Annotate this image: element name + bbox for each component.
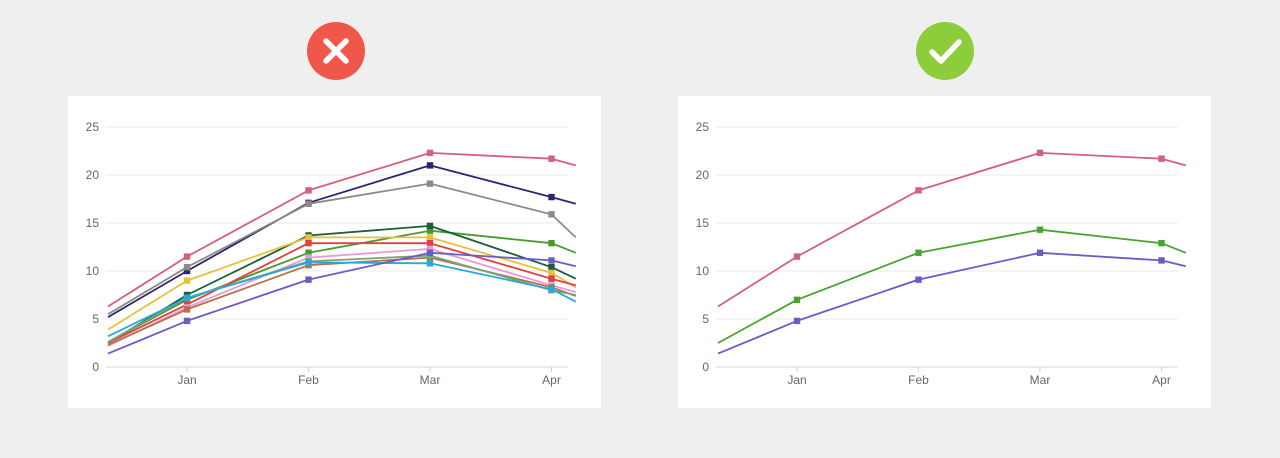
y-tick-label: 25 (696, 120, 710, 134)
data-point (1036, 149, 1044, 157)
data-point (426, 249, 434, 256)
x-tick-label: Feb (908, 373, 929, 387)
series-line (107, 152, 577, 308)
series-line (107, 247, 577, 347)
data-point (183, 267, 191, 275)
data-point (183, 306, 191, 313)
data-point (305, 259, 312, 266)
y-tick-label: 5 (92, 312, 99, 326)
data-point (548, 193, 555, 201)
data-point (548, 211, 555, 218)
data-point (548, 275, 555, 282)
data-point (426, 149, 434, 157)
data-point (548, 155, 555, 162)
series-line (107, 182, 577, 315)
data-point (915, 249, 922, 256)
data-point (1036, 249, 1044, 256)
data-point (305, 200, 312, 207)
data-point (305, 234, 312, 241)
data-point (793, 317, 801, 325)
data-point (1036, 226, 1044, 233)
series-line (107, 256, 577, 346)
data-point (305, 239, 312, 247)
series-line (107, 236, 577, 331)
data-point (305, 276, 312, 283)
data-point (915, 187, 922, 194)
check-icon (916, 22, 974, 80)
data-point (426, 180, 434, 187)
data-point (426, 245, 434, 253)
data-point (793, 296, 801, 303)
data-point (548, 263, 555, 271)
y-tick-label: 20 (86, 168, 100, 182)
y-tick-label: 25 (86, 120, 100, 134)
x-tick-label: Mar (1030, 373, 1051, 387)
data-point (1158, 257, 1165, 264)
data-point (426, 239, 434, 247)
data-point (426, 222, 434, 230)
x-tick-label: Mar (420, 373, 441, 387)
clean-chart-panel: 0 5 10 15 20 25 Jan Feb Mar Apr (678, 96, 1211, 408)
y-tick-label: 10 (86, 264, 100, 278)
y-tick-label: 10 (696, 264, 710, 278)
data-point (183, 317, 191, 325)
x-tick-label: Apr (1152, 373, 1171, 387)
y-tick-label: 0 (702, 360, 709, 374)
data-point (305, 254, 312, 261)
series-line (717, 251, 1187, 355)
series-line (717, 228, 1187, 344)
x-tick-label: Apr (542, 373, 561, 387)
data-point (183, 294, 191, 302)
data-point (426, 260, 434, 267)
data-point (793, 253, 801, 260)
y-tick-label: 5 (702, 312, 709, 326)
data-point (548, 269, 555, 277)
x-tick-label: Feb (298, 373, 319, 387)
x-tick-label: Jan (177, 373, 196, 387)
series-line (717, 152, 1187, 308)
data-point (305, 249, 312, 256)
series-line (107, 242, 577, 344)
data-point (426, 162, 434, 169)
y-tick-label: 0 (92, 360, 99, 374)
y-tick-label: 15 (86, 216, 100, 230)
y-tick-label: 20 (696, 168, 710, 182)
series-line (107, 254, 576, 343)
series-line (107, 164, 577, 318)
cluttered-line-chart: 0 5 10 15 20 25 Jan Feb Mar Apr (86, 120, 577, 387)
data-point (183, 277, 191, 284)
data-point (548, 286, 555, 293)
x-tick-label: Jan (787, 373, 806, 387)
data-point (305, 187, 312, 194)
cluttered-chart-panel: 0 5 10 15 20 25 Jan Feb Mar Apr (68, 96, 601, 408)
data-point (426, 227, 434, 234)
series-line (107, 224, 577, 344)
data-point (426, 234, 434, 241)
series-line (107, 261, 577, 338)
data-point (915, 276, 922, 283)
series-line (107, 251, 577, 355)
y-tick-label: 15 (696, 216, 710, 230)
data-point (548, 239, 555, 247)
data-point (548, 257, 555, 264)
data-point (183, 263, 191, 271)
data-point (183, 253, 191, 260)
series-line (107, 229, 577, 343)
data-point (1158, 155, 1165, 162)
clean-line-chart: 0 5 10 15 20 25 Jan Feb Mar Apr (696, 120, 1187, 387)
x-icon (307, 22, 365, 80)
data-point (1158, 239, 1165, 247)
